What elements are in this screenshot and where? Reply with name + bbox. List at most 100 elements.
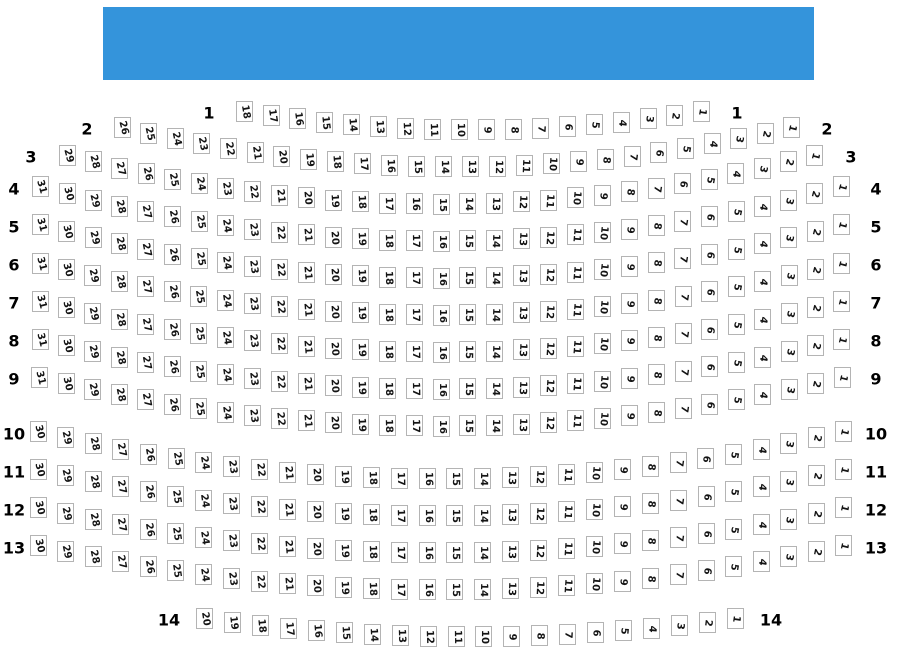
seat[interactable]: 21 [298,299,315,320]
seat[interactable]: 15 [446,542,463,563]
seat[interactable]: 24 [167,128,184,149]
seat[interactable]: 5 [677,138,694,159]
seat[interactable]: 11 [558,464,575,485]
seat[interactable]: 27 [112,476,129,497]
seat[interactable]: 21 [279,462,296,483]
seat[interactable]: 11 [516,155,533,176]
seat[interactable]: 23 [244,405,261,426]
seat[interactable]: 24 [217,215,234,236]
seat[interactable]: 2 [807,373,824,394]
seat[interactable]: 9 [614,533,631,554]
seat[interactable]: 27 [137,201,154,222]
seat[interactable]: 14 [474,579,491,600]
seat[interactable]: 31 [32,214,49,235]
seat[interactable]: 17 [406,341,423,362]
seat[interactable]: 31 [32,253,49,274]
seat[interactable]: 16 [433,379,450,400]
seat[interactable]: 16 [381,155,398,176]
seat[interactable]: 19 [335,503,352,524]
seat[interactable]: 19 [352,339,369,360]
seat[interactable]: 25 [190,286,207,307]
seat[interactable]: 14 [486,415,503,436]
seat[interactable]: 16 [419,468,436,489]
seat[interactable]: 2 [757,123,774,144]
seat[interactable]: 16 [406,193,423,214]
seat[interactable]: 25 [191,248,208,269]
seat[interactable]: 16 [289,108,306,129]
seat[interactable]: 29 [57,503,74,524]
seat[interactable]: 27 [137,314,154,335]
seat[interactable]: 18 [379,415,396,436]
seat[interactable]: 4 [754,384,771,405]
seat[interactable]: 14 [474,542,491,563]
seat[interactable]: 29 [57,541,74,562]
seat[interactable]: 1 [833,214,850,235]
seat[interactable]: 18 [352,191,369,212]
seat[interactable]: 11 [567,299,584,320]
seat[interactable]: 9 [621,219,638,240]
seat[interactable]: 4 [754,271,771,292]
seat[interactable]: 12 [540,412,557,433]
seat[interactable]: 17 [391,505,408,526]
seat[interactable]: 17 [391,468,408,489]
seat[interactable]: 8 [505,119,522,140]
seat[interactable]: 31 [31,367,48,388]
seat[interactable]: 29 [84,379,101,400]
seat[interactable]: 2 [806,183,823,204]
seat[interactable]: 10 [594,371,611,392]
seat[interactable]: 5 [586,114,603,135]
seat[interactable]: 9 [614,496,631,517]
seat[interactable]: 13 [513,339,530,360]
seat[interactable]: 29 [85,190,102,211]
seat[interactable]: 6 [701,356,718,377]
seat[interactable]: 17 [379,193,396,214]
seat[interactable]: 8 [648,215,665,236]
seat[interactable]: 22 [251,459,268,480]
seat[interactable]: 20 [307,501,324,522]
seat[interactable]: 6 [701,206,718,227]
seat[interactable]: 21 [279,536,296,557]
seat[interactable]: 14 [435,156,452,177]
seat[interactable]: 26 [140,556,157,577]
seat[interactable]: 20 [325,264,342,285]
seat[interactable]: 24 [191,173,208,194]
seat[interactable]: 2 [807,221,824,242]
seat[interactable]: 18 [236,101,253,122]
seat[interactable]: 23 [244,219,261,240]
seat[interactable]: 8 [648,252,665,273]
seat[interactable]: 3 [780,433,797,454]
seat[interactable]: 22 [271,222,288,243]
seat[interactable]: 11 [558,538,575,559]
seat[interactable]: 21 [279,499,296,520]
seat[interactable]: 5 [725,519,742,540]
seat[interactable]: 4 [613,112,630,133]
seat[interactable]: 31 [32,291,49,312]
seat[interactable]: 7 [675,398,692,419]
seat[interactable]: 27 [112,551,129,572]
seat[interactable]: 22 [244,181,261,202]
seat[interactable]: 24 [217,402,234,423]
seat[interactable]: 16 [419,579,436,600]
seat[interactable]: 12 [540,227,557,248]
seat[interactable]: 13 [513,377,530,398]
seat[interactable]: 15 [446,468,463,489]
seat[interactable]: 22 [271,259,288,280]
seat[interactable]: 29 [59,145,76,166]
seat[interactable]: 5 [725,481,742,502]
seat[interactable]: 12 [530,503,547,524]
seat[interactable]: 8 [642,568,659,589]
seat[interactable]: 2 [666,105,683,126]
seat[interactable]: 28 [111,347,128,368]
seat[interactable]: 22 [271,333,288,354]
seat[interactable]: 6 [701,319,718,340]
seat[interactable]: 13 [392,625,409,646]
seat[interactable]: 4 [754,233,771,254]
seat[interactable]: 31 [32,176,49,197]
seat[interactable]: 9 [570,151,587,172]
seat[interactable]: 19 [335,577,352,598]
seat[interactable]: 4 [754,309,771,330]
seat[interactable]: 14 [459,193,476,214]
seat[interactable]: 24 [195,490,212,511]
seat[interactable]: 30 [58,335,75,356]
seat[interactable]: 14 [364,624,381,645]
